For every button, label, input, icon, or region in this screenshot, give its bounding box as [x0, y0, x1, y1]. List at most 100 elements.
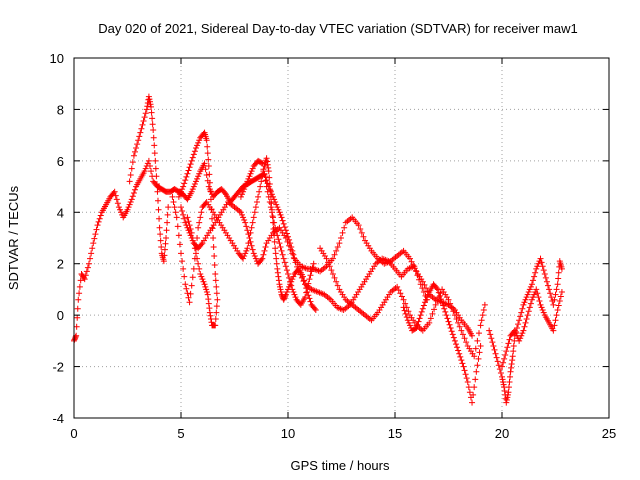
data-point — [281, 259, 288, 266]
data-point — [143, 106, 150, 113]
data-point — [264, 188, 271, 195]
data-point — [450, 308, 457, 315]
data-point — [406, 322, 413, 329]
data-point — [178, 188, 184, 195]
data-point — [452, 341, 459, 348]
data-point — [280, 255, 287, 262]
data-point — [194, 235, 201, 241]
data-point — [530, 277, 537, 284]
data-point — [531, 291, 538, 298]
data-point — [204, 143, 211, 150]
data-point — [273, 255, 280, 262]
series-trace-f — [237, 157, 317, 308]
data-point — [128, 196, 135, 203]
data-point — [183, 222, 190, 229]
data-point — [446, 321, 453, 328]
data-point — [148, 168, 155, 175]
data-point — [211, 262, 218, 268]
data-point — [310, 260, 317, 267]
data-point — [557, 293, 564, 300]
data-point — [499, 363, 505, 370]
data-point — [475, 355, 482, 362]
data-point — [175, 232, 182, 239]
data-point — [203, 286, 210, 293]
data-point — [153, 181, 160, 187]
data-point — [334, 244, 341, 250]
data-point — [527, 283, 534, 290]
data-point — [244, 245, 251, 252]
data-point — [163, 235, 170, 241]
data-point — [252, 204, 259, 211]
data-point — [286, 242, 293, 249]
data-point — [556, 298, 563, 304]
data-point — [488, 335, 495, 342]
data-point — [277, 244, 284, 250]
data-point — [268, 209, 275, 216]
data-point — [435, 289, 442, 296]
data-point — [198, 241, 205, 248]
data-point — [203, 137, 210, 144]
data-point — [113, 196, 120, 203]
data-point — [137, 129, 144, 136]
series-trace-a — [71, 157, 476, 344]
data-point — [142, 165, 149, 172]
data-point — [421, 299, 428, 306]
data-point — [181, 215, 188, 222]
data-point — [528, 296, 535, 303]
data-point — [264, 161, 271, 168]
data-point — [184, 290, 191, 297]
data-point — [178, 250, 184, 257]
data-point — [308, 268, 315, 275]
data-point — [283, 267, 290, 274]
data-point — [535, 260, 542, 267]
data-point — [487, 331, 494, 338]
data-point — [249, 246, 256, 253]
data-point — [279, 251, 286, 258]
data-point — [307, 298, 314, 305]
data-point — [415, 318, 422, 325]
data-point — [550, 327, 557, 334]
data-point — [242, 250, 249, 257]
data-point — [398, 293, 405, 300]
data-point — [516, 337, 523, 344]
data-point — [130, 152, 137, 159]
data-point — [207, 316, 214, 322]
data-point — [333, 278, 340, 285]
data-point — [202, 200, 209, 207]
data-point — [238, 211, 245, 218]
data-point — [413, 325, 420, 331]
data-point — [237, 193, 244, 200]
data-point — [281, 294, 288, 301]
data-point — [190, 151, 197, 158]
data-point — [242, 219, 249, 226]
data-point — [341, 224, 348, 231]
data-point — [420, 289, 427, 295]
data-point — [471, 384, 478, 391]
data-point — [539, 307, 546, 313]
data-point — [271, 238, 278, 245]
data-point — [262, 244, 269, 250]
data-point — [499, 376, 506, 383]
data-point — [447, 325, 454, 331]
data-point — [128, 165, 135, 172]
data-point — [499, 373, 505, 380]
data-point — [192, 145, 199, 151]
data-point — [276, 281, 283, 288]
data-point — [309, 264, 316, 271]
data-point — [490, 343, 497, 349]
data-point — [197, 214, 204, 221]
data-point — [524, 291, 531, 298]
data-point — [246, 235, 253, 241]
data-point — [244, 227, 251, 234]
data-point — [172, 209, 179, 216]
data-point — [194, 175, 201, 182]
data-point — [305, 280, 312, 287]
data-point — [83, 268, 90, 275]
data-point — [406, 255, 413, 262]
tick-labels: 0 5 10 15 20 25 -4 -2 0 2 4 6 8 10 — [50, 51, 617, 441]
data-point — [510, 343, 517, 349]
data-point — [500, 359, 507, 366]
data-point — [191, 181, 198, 187]
data-point — [185, 227, 192, 234]
data-point — [500, 379, 507, 385]
